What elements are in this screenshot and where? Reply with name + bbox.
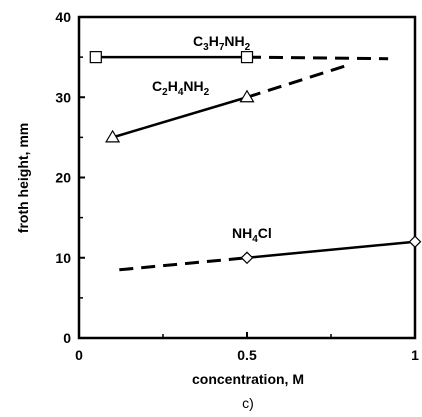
x-tick-label: 0 (75, 347, 83, 363)
c3h7nh2-square-marker (240, 51, 254, 64)
c3h7nh2-label: C3H7NH2 (193, 33, 251, 53)
y-tick-label: 20 (55, 170, 71, 186)
plot-area: 0 10 20 30 40 0 0.5 1 C3H7NH2 C2H4NH2 NH4Cl (55, 9, 422, 363)
x-tick-label: 1 (411, 347, 419, 363)
c2h4nh2-triangle-marker (239, 89, 255, 103)
x-tick-label: 0.5 (237, 347, 257, 363)
nh4cl-label: NH4Cl (232, 225, 272, 245)
c3h7nh2-dashed-line (246, 55, 389, 61)
y-tick-label: 30 (55, 89, 71, 105)
x-axis-title: concentration, M (192, 371, 304, 387)
c2h4nh2-label: C2H4NH2 (152, 78, 210, 98)
y-tick-label: 40 (55, 9, 71, 25)
nh4cl-solid-line (246, 240, 416, 259)
c2h4nh2-solid-line (112, 96, 248, 139)
c2h4nh2-dashed-line (246, 63, 349, 99)
plot-frame (77, 15, 417, 340)
c3h7nh2-square-marker (89, 51, 102, 64)
panel-label: c) (242, 395, 254, 411)
y-tick-label: 0 (63, 330, 71, 346)
nh4cl-dashed-line (119, 256, 248, 272)
c2h4nh2-triangle-marker (105, 129, 121, 143)
nh4cl-diamond-marker (240, 251, 254, 265)
y-tick-label: 10 (55, 250, 71, 266)
nh4cl-diamond-marker (408, 235, 422, 249)
y-axis-title: froth height, mm (15, 123, 31, 233)
